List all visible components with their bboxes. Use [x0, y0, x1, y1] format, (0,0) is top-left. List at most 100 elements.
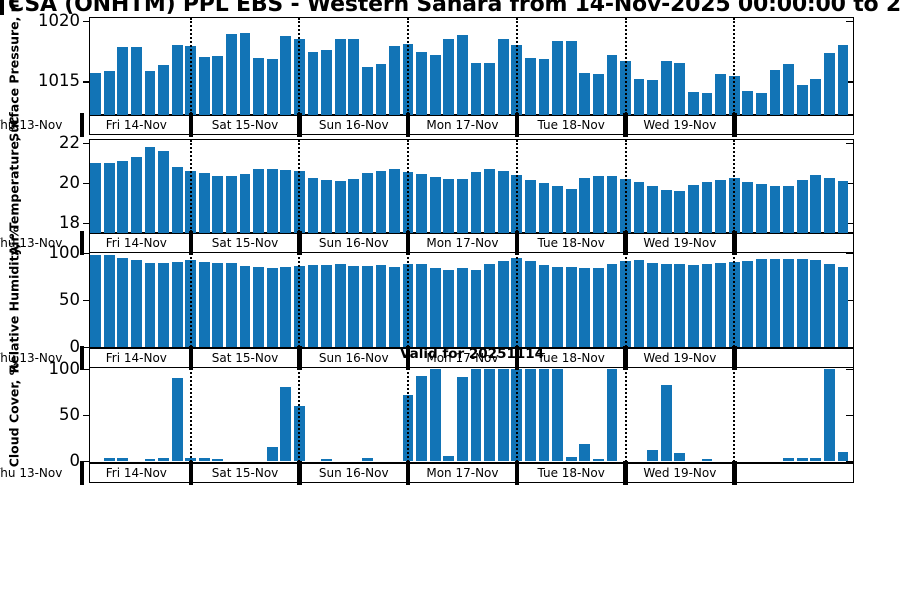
day-label: Mon 17-Nov: [426, 118, 499, 132]
humidity-bar: [701, 263, 713, 347]
pressure-bar: [90, 72, 101, 115]
humidity-bar: [579, 268, 591, 347]
day-label: Fri 14-Nov: [105, 466, 167, 480]
y-tick-label: 0: [69, 450, 81, 470]
pressure-bar: [130, 47, 142, 115]
pressure-bar: [375, 64, 387, 115]
humidity-bar: [198, 261, 210, 347]
day-gridline: [624, 252, 627, 347]
temperature-bar: [321, 180, 332, 233]
day-label: Wed 19-Nov: [643, 351, 717, 365]
y-tick-label: 100: [48, 242, 81, 262]
cloud-bar: [565, 457, 577, 461]
y-tick-mark-left: [83, 414, 90, 417]
day-label: Wed 19-Nov: [643, 118, 717, 132]
humidity-bar: [90, 254, 101, 347]
temperature-bar: [823, 178, 835, 233]
humidity-bar: [457, 268, 468, 347]
day-label: Sat 15-Nov: [211, 466, 279, 480]
y-tick-mark-right: [846, 414, 853, 417]
temperature-bar: [837, 181, 849, 233]
pressure-bar: [321, 49, 332, 115]
humidity-bar: [171, 261, 183, 347]
day-separator: [405, 113, 411, 137]
pressure-bar: [307, 52, 319, 115]
pressure-bar: [538, 59, 550, 115]
humidity-bar: [810, 259, 822, 347]
pressure-bar: [484, 62, 496, 115]
temperature-bar: [239, 174, 251, 233]
temperature-bar: [348, 179, 360, 233]
cloud-bar: [823, 368, 835, 461]
pressure-bar: [783, 64, 794, 115]
cloud-bar: [701, 458, 713, 461]
humidity-bar: [443, 269, 455, 347]
cloud-bar: [117, 458, 129, 461]
y-tick-label: 1015: [38, 71, 80, 91]
temperature-bar: [130, 157, 142, 233]
y-tick-label: 0: [69, 336, 81, 356]
temperature-bar: [470, 172, 482, 233]
pressure-bar: [497, 38, 509, 115]
day-separator: [514, 461, 520, 485]
y-tick-label: 100: [48, 358, 81, 378]
day-label: Tue 18-Nov: [537, 118, 605, 132]
pressure-bar: [212, 55, 224, 115]
day-separator: [514, 231, 520, 255]
cloud-bar: [198, 458, 210, 461]
pressure-bar: [796, 84, 808, 115]
day-label: Tue 18-Nov: [537, 351, 605, 365]
pressure-bar: [226, 33, 237, 115]
humidity-bar: [280, 266, 292, 347]
day-separator: [514, 346, 520, 370]
temperature-bar: [90, 163, 101, 233]
humidity-bar: [538, 265, 550, 347]
pressure-bar: [266, 59, 278, 115]
temperature-bar: [457, 179, 468, 233]
humidity-bar: [742, 260, 754, 347]
day-separator: [297, 113, 302, 137]
pressure-bar: [565, 41, 577, 115]
temperature-bar: [375, 171, 387, 233]
temperature-bar: [701, 182, 713, 233]
day-label-row: [89, 348, 854, 368]
day-gridline: [298, 140, 301, 232]
day-separator: [188, 113, 193, 137]
day-gridline: [407, 18, 410, 114]
cloud-bar: [524, 368, 536, 461]
day-gridline: [407, 252, 410, 347]
humidity-ylabel: Relative Humidity, %: [6, 226, 22, 373]
day-label: Fri 14-Nov: [105, 118, 167, 132]
day-label-row: [89, 463, 854, 483]
temperature-bar: [253, 169, 265, 233]
day-separator: [79, 113, 85, 137]
temperature-bar: [796, 180, 808, 233]
cloud-bar: [321, 458, 332, 461]
temperature-bar: [633, 182, 645, 233]
humidity-bar: [361, 265, 373, 347]
humidity-bar: [321, 264, 332, 347]
temperature-bar: [647, 186, 659, 233]
pressure-bar: [755, 93, 767, 115]
cloud-ylabel: Cloud Cover, %: [6, 362, 22, 468]
y-tick-label: 22: [59, 133, 80, 152]
day-gridline: [515, 252, 518, 347]
day-separator: [297, 346, 302, 370]
cloud-bar: [796, 458, 808, 461]
day-separator: [623, 346, 628, 370]
cloud-bar: [674, 453, 686, 461]
y-tick-mark-left: [83, 299, 90, 302]
cloud-bar: [457, 377, 468, 461]
day-separator: [79, 346, 85, 370]
temperature-bar: [810, 175, 822, 233]
y-tick-label: 18: [59, 213, 80, 232]
humidity-bar: [823, 264, 835, 347]
day-gridline: [189, 140, 192, 232]
humidity-bar: [158, 262, 169, 347]
humidity-bar: [348, 265, 360, 347]
temperature-bar: [198, 173, 210, 233]
day-separator: [188, 231, 193, 255]
y-tick-mark-left: [83, 183, 90, 185]
pressure-bar: [171, 44, 183, 115]
y-tick-mark-left: [83, 81, 90, 83]
